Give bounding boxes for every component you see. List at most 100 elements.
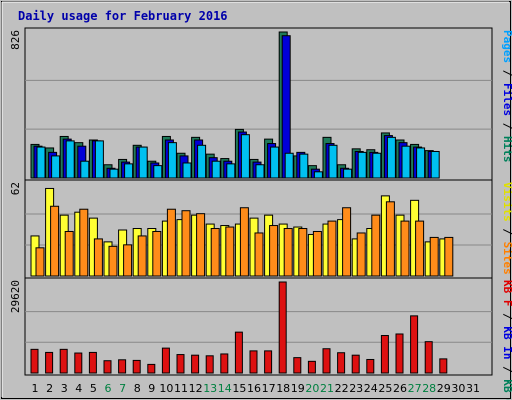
bar-sites-day-29 [444, 236, 454, 277]
bar-sites-day-10 [166, 208, 176, 277]
bar-kb-f-day-20 [307, 360, 316, 374]
x-tick-label: 23 [349, 382, 363, 395]
bar-kb-f-day-6 [103, 360, 112, 374]
bar-kb-f-day-13 [205, 355, 214, 374]
x-tick-label: 20 [305, 382, 319, 395]
bar-kb-f-day-12 [191, 354, 200, 374]
panel-legend: Pages / Files / Hits [501, 30, 512, 163]
legend-entry: Sites [501, 242, 512, 275]
bar-kb-f-day-14 [220, 353, 229, 374]
x-tick-label: 30 [451, 382, 465, 395]
x-tick-label: 14 [218, 382, 232, 395]
bar-pages-day-4 [80, 160, 90, 179]
legend-entry: Files [501, 83, 512, 116]
bar-pages-day-12 [197, 144, 207, 179]
x-tick-label: 2 [46, 382, 53, 395]
bar-pages-day-3 [65, 140, 75, 179]
bar-kb-f-day-7 [118, 359, 127, 374]
bar-kb-f-day-8 [132, 359, 141, 374]
bar-pages-day-13 [211, 160, 221, 179]
bar-kb-f-day-23 [351, 354, 360, 374]
x-tick-label: 3 [61, 382, 68, 395]
bar-kb-f-day-1 [30, 348, 39, 374]
bar-kb-f-day-19 [293, 357, 302, 374]
bar-sites-day-8 [137, 235, 147, 277]
bar-sites-day-19 [298, 228, 308, 277]
x-tick-label: 15 [232, 382, 246, 395]
bar-sites-day-20 [312, 230, 322, 277]
bar-kb-f-day-27 [410, 315, 419, 374]
bar-kb-f-day-26 [395, 333, 404, 374]
bar-pages-day-28 [430, 150, 440, 179]
bar-sites-day-21 [327, 220, 337, 277]
legend-entry: KB Out [501, 379, 512, 400]
x-tick-label: 8 [134, 382, 141, 395]
x-tick-label: 27 [408, 382, 422, 395]
x-tick-label: 22 [335, 382, 349, 395]
bar-sites-day-16 [254, 232, 264, 277]
bar-pages-day-10 [167, 142, 177, 179]
x-tick-label: 28 [422, 382, 436, 395]
bar-pages-day-26 [401, 145, 411, 179]
bar-sites-day-11 [181, 210, 191, 277]
bar-sites-day-15 [239, 207, 249, 277]
bar-kb-f-day-15 [234, 331, 243, 374]
bar-kb-f-day-9 [147, 363, 156, 374]
x-axis-day-labels: 1 2 3 4 5 6 7 8 9 10 11 12 13 14 15 16 17 18 19 20 21 22 23 24 2… [32, 382, 481, 395]
panel-legend: Visits / Sites [501, 182, 512, 275]
bar-pages-day-24 [372, 152, 382, 179]
bar-pages-day-21 [328, 144, 338, 179]
bar-kb-f-day-11 [176, 354, 185, 374]
bar-sites-day-17 [269, 225, 279, 277]
y-axis-max-label: 826 [9, 30, 22, 50]
bar-pages-day-1 [36, 146, 46, 179]
x-tick-label: 19 [291, 382, 305, 395]
bar-pages-day-23 [357, 151, 367, 179]
bar-pages-day-5 [94, 140, 104, 179]
x-tick-label: 1 [32, 382, 39, 395]
bar-kb-f-day-17 [264, 350, 273, 374]
bar-sites-day-13 [210, 228, 220, 277]
bar-sites-day-4 [79, 208, 89, 277]
bar-pages-day-9 [153, 165, 163, 179]
bar-kb-f-day-25 [380, 335, 389, 374]
bar-kb-f-day-29 [439, 358, 448, 374]
bar-kb-f-day-2 [45, 351, 54, 374]
bar-sites-day-28 [429, 236, 439, 277]
panel-legend: KB F / KB In / KB Out [501, 280, 512, 400]
x-tick-label: 26 [393, 382, 407, 395]
bar-sites-day-12 [196, 213, 206, 277]
bar-pages-day-14 [226, 163, 236, 179]
bar-kb-f-day-5 [88, 351, 97, 374]
bar-pages-day-22 [343, 168, 353, 179]
bar-pages-day-2 [51, 155, 61, 179]
bar-pages-day-7 [124, 163, 134, 179]
bar-pages-day-11 [182, 162, 192, 179]
bar-pages-day-19 [299, 153, 309, 179]
legend-entry: / [501, 63, 512, 83]
bar-sites-day-2 [50, 205, 60, 277]
bar-pages-day-20 [313, 171, 323, 179]
bar-pages-day-17 [270, 146, 280, 179]
bar-sites-day-23 [356, 232, 366, 277]
bar-kb-f-day-3 [59, 348, 68, 374]
x-tick-label: 5 [90, 382, 97, 395]
bar-sites-day-1 [35, 247, 45, 277]
x-tick-label: 31 [466, 382, 480, 395]
bar-kb-f-day-4 [74, 352, 83, 374]
bar-pages-day-15 [240, 134, 250, 179]
x-tick-label: 18 [276, 382, 290, 395]
legend-entry: / [501, 307, 512, 327]
x-tick-label: 4 [75, 382, 82, 395]
bar-kb-f-day-21 [322, 348, 331, 374]
y-axis-max-label: 29620 [9, 280, 22, 313]
bar-sites-day-7 [123, 244, 133, 277]
bar-sites-day-5 [93, 238, 103, 277]
bar-pages-day-16 [255, 164, 265, 179]
chart-panel-3: 29620 KB F / KB In / KB Out [9, 277, 512, 400]
x-tick-label: 25 [378, 382, 392, 395]
chart-panel-1: 826 Pages / Files / Hits [9, 27, 512, 181]
legend-entry: Pages [501, 30, 512, 63]
legend-entry: / [501, 360, 512, 380]
